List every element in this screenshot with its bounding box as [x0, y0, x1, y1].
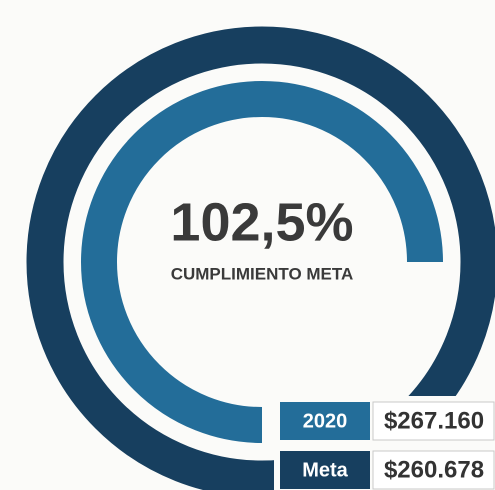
row-amount: $260.678: [384, 456, 484, 483]
row-label: Meta: [302, 459, 348, 481]
row-label-box: [280, 402, 370, 440]
outer-ring: [26, 26, 495, 490]
row-amount-box: [372, 401, 495, 441]
kpi-value: 102,5%: [170, 192, 353, 252]
kpi-label: CUMPLIMIENTO META: [171, 264, 354, 283]
row-amount: $267.160: [384, 407, 484, 434]
row-label: 2020: [303, 410, 348, 432]
row-amount-box: [372, 450, 495, 490]
inner-ring: [81, 81, 443, 443]
row-label-box: [280, 451, 370, 489]
